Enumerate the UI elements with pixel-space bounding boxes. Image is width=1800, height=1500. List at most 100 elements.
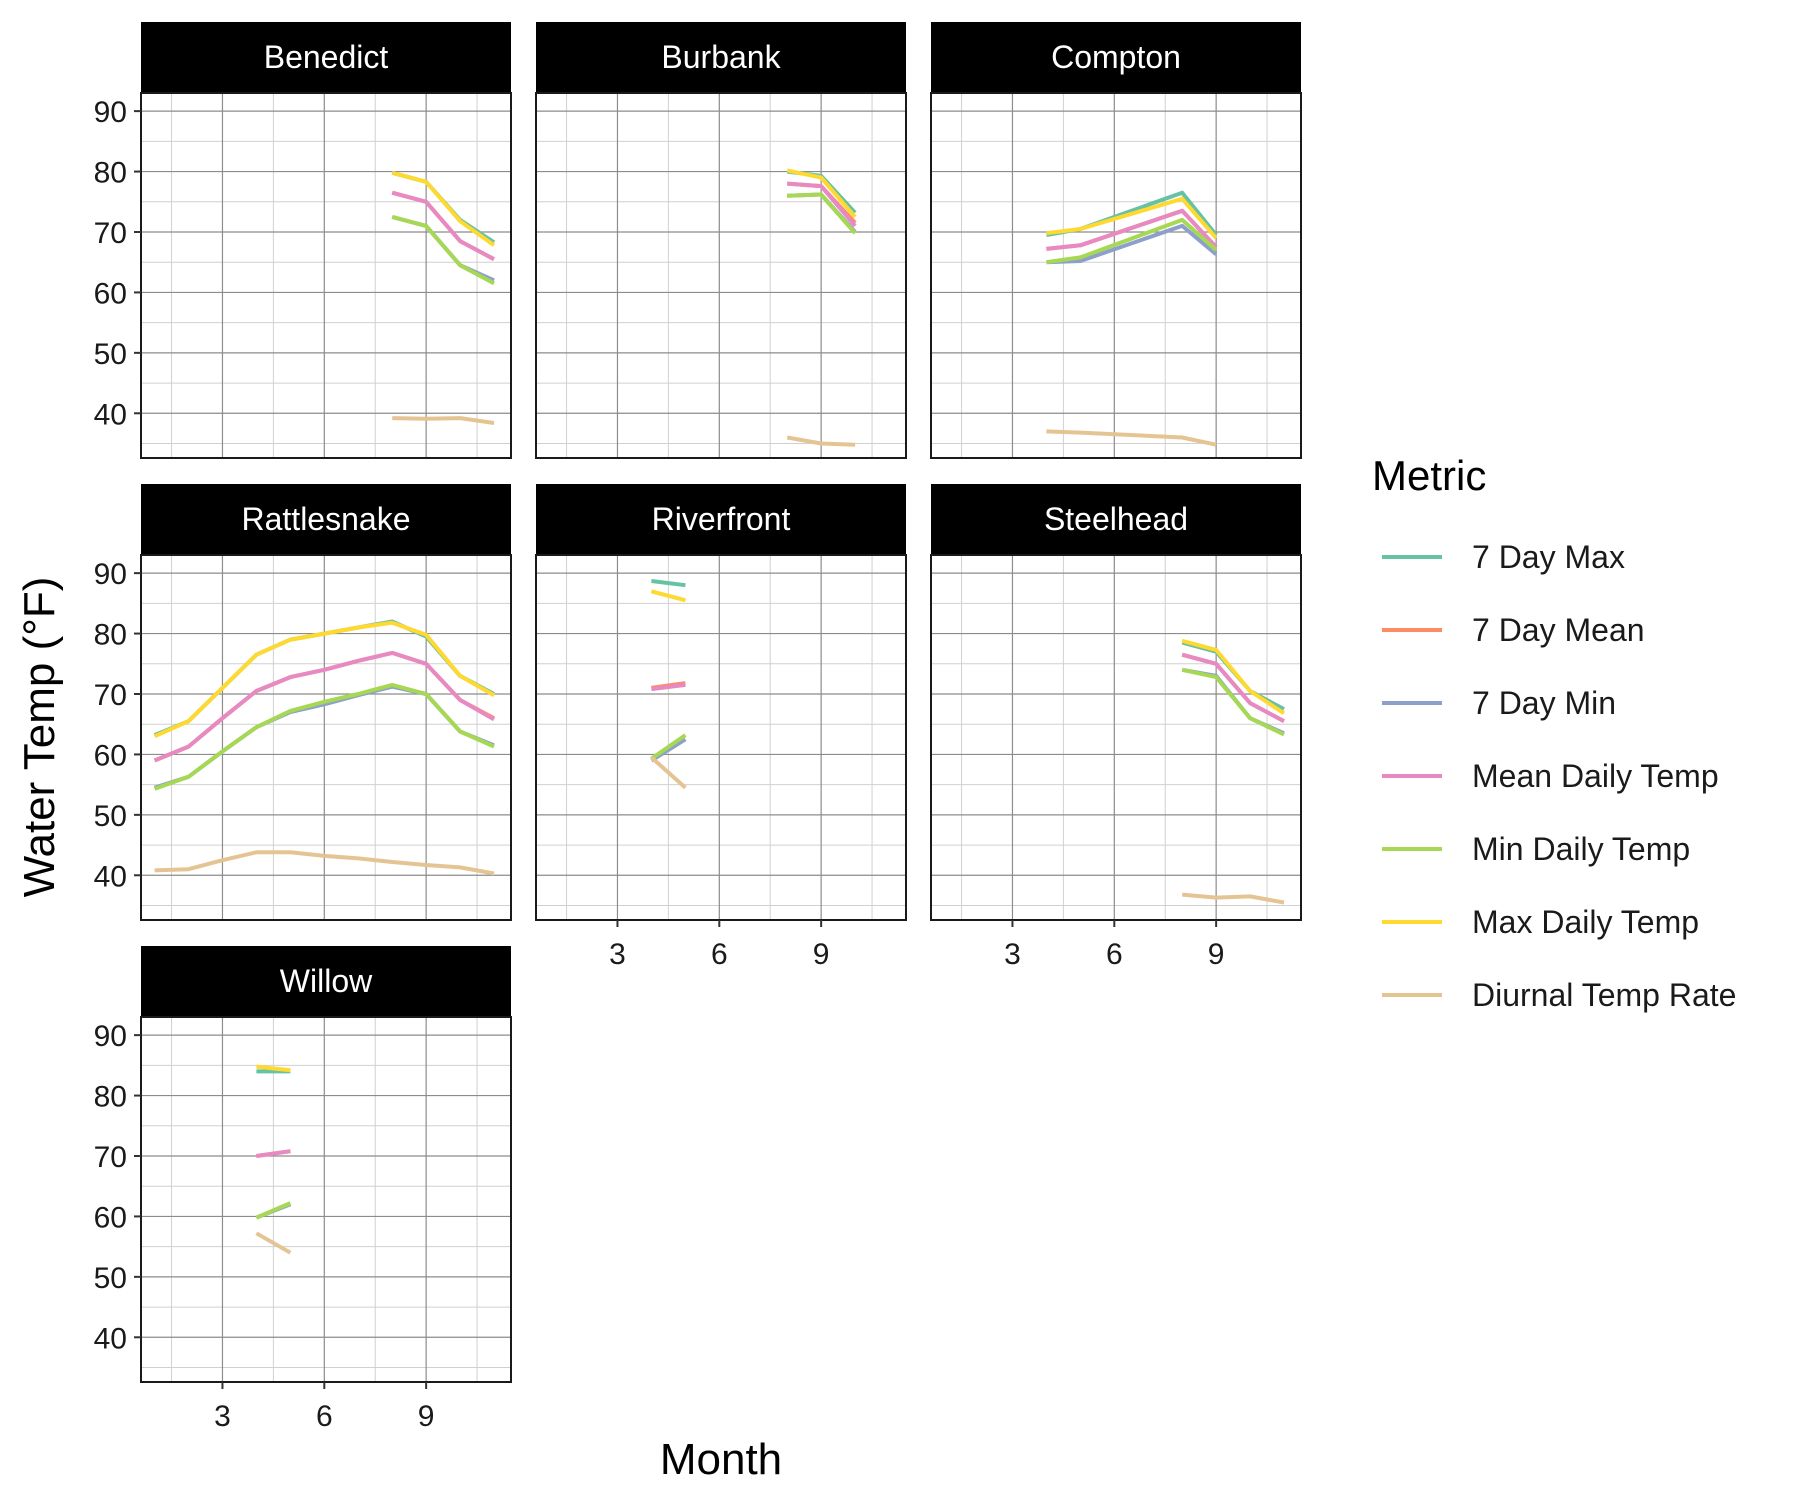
series-line-benedict-min-daily-temp [391, 214, 495, 286]
series-line-rattlesnake-diurnal-temp-rate [154, 850, 495, 876]
strip-label-benedict: Benedict [264, 39, 389, 75]
legend-label: 7 Day Max [1472, 539, 1625, 575]
series-line-compton-mean-daily-temp [1046, 208, 1218, 251]
legend-label: 7 Day Min [1472, 685, 1616, 721]
series-line-riverfront-min-daily-temp [650, 733, 687, 761]
grid-riverfront [536, 555, 906, 920]
y-tick-label: 90 [94, 96, 127, 129]
strip-willow [141, 946, 511, 1017]
y-tick-label: 40 [94, 398, 127, 431]
y-tick-label: 80 [94, 619, 127, 652]
legend-title: Metric [1372, 452, 1486, 499]
legend-item-mean-daily-temp: Mean Daily Temp [1382, 758, 1719, 794]
series-line-steelhead-diurnal-temp-rate [1182, 892, 1285, 905]
series-line-willow-min-daily-temp [255, 1201, 292, 1220]
y-tick-label: 70 [94, 679, 127, 712]
panel-compton: Compton [930, 22, 1302, 459]
strip-compton [931, 22, 1301, 93]
panel-border-rattlesnake [140, 554, 512, 921]
series-line-willow-max-daily-temp [256, 1064, 291, 1073]
legend-item-min-daily-temp: Min Daily Temp [1382, 831, 1690, 867]
legend-label: Min Daily Temp [1472, 831, 1690, 867]
y-tick-label: 50 [94, 1262, 127, 1295]
x-tick-label: 6 [1106, 938, 1123, 971]
panel-benedict: Benedict 40 50 60 70 80 90 [94, 22, 512, 459]
x-tick-label: 3 [214, 1400, 231, 1433]
legend: Metric 7 Day Max 7 Day Mean 7 Day Min Mean … [1372, 452, 1736, 1013]
panel-border-riverfront [535, 554, 907, 921]
series-line-rattlesnake-max-daily-temp [153, 620, 495, 739]
y-tick-label: 70 [94, 217, 127, 250]
legend-label: Max Daily Temp [1472, 904, 1699, 940]
series-line-burbank-diurnal-temp-rate [786, 435, 856, 447]
y-tick-label: 90 [94, 1020, 127, 1053]
series-line-compton-max-daily-temp [1046, 196, 1218, 240]
strip-label-willow: Willow [280, 963, 373, 999]
y-axis-title: Water Temp (°F) [15, 577, 64, 898]
legend-item-max-daily-temp: Max Daily Temp [1382, 904, 1699, 940]
y-tick-label: 60 [94, 1201, 127, 1234]
x-tick-label: 9 [1208, 938, 1225, 971]
panel-willow: Willow 40 50 60 70 80 90 3 6 9 [94, 946, 512, 1433]
x-tick-label: 3 [609, 938, 626, 971]
strip-rattlesnake [141, 484, 511, 555]
y-tick-label: 50 [94, 338, 127, 371]
grid-compton [931, 93, 1301, 458]
y-tick-label: 80 [94, 157, 127, 190]
panel-border-benedict [140, 92, 512, 459]
strip-steelhead [931, 484, 1301, 555]
panel-border-compton [930, 92, 1302, 459]
x-tick-label: 9 [813, 938, 830, 971]
series-line-riverfront-7-day-max [651, 579, 686, 588]
series-line-burbank-max-daily-temp [786, 168, 857, 219]
strip-label-riverfront: Riverfront [652, 501, 791, 537]
facet-panels: Benedict 40 50 60 70 80 90 Burbank Compton Rattle… [94, 22, 1302, 1433]
strip-label-steelhead: Steelhead [1044, 501, 1188, 537]
strip-label-rattlesnake: Rattlesnake [242, 501, 411, 537]
y-tick-label: 50 [94, 800, 127, 833]
strip-riverfront [536, 484, 906, 555]
x-tick-label: 3 [1004, 938, 1021, 971]
series-line-steelhead-min-daily-temp [1181, 667, 1285, 737]
panel-border-willow [140, 1016, 512, 1383]
panel-border-burbank [535, 92, 907, 459]
grid-benedict [141, 93, 511, 458]
panel-burbank: Burbank [535, 22, 907, 459]
strip-label-compton: Compton [1051, 39, 1181, 75]
series-line-benedict-mean-daily-temp [391, 190, 495, 261]
panel-riverfront: Riverfront 3 6 9 [535, 484, 907, 971]
grid-steelhead [931, 555, 1301, 920]
series-line-burbank-min-daily-temp [787, 192, 857, 235]
y-tick-label: 90 [94, 558, 127, 591]
series-line-compton-diurnal-temp-rate [1046, 429, 1217, 447]
strip-burbank [536, 22, 906, 93]
grid-willow [141, 1017, 511, 1382]
y-tick-label: 80 [94, 1081, 127, 1114]
y-tick-label: 60 [94, 739, 127, 772]
panel-steelhead: Steelhead 3 6 9 [930, 484, 1302, 971]
series-line-rattlesnake-mean-daily-temp [153, 650, 495, 763]
series-line-willow-mean-daily-temp [256, 1149, 291, 1158]
x-tick-label: 9 [418, 1400, 435, 1433]
legend-item-7-day-min: 7 Day Min [1382, 685, 1616, 721]
x-tick-label: 6 [711, 938, 728, 971]
series-line-steelhead-mean-daily-temp [1181, 652, 1285, 723]
legend-label: Diurnal Temp Rate [1472, 977, 1736, 1013]
x-tick-label: 6 [316, 1400, 333, 1433]
y-tick-label: 60 [94, 277, 127, 310]
panel-rattlesnake: Rattlesnake 40 50 60 70 80 90 [94, 484, 512, 921]
series-line-steelhead-max-daily-temp [1181, 638, 1286, 715]
series-line-riverfront-max-daily-temp [650, 589, 686, 603]
series-line-compton-min-daily-temp [1046, 217, 1218, 265]
strip-benedict [141, 22, 511, 93]
legend-item-7-day-mean: 7 Day Mean [1382, 612, 1645, 648]
x-axis-title: Month [660, 1435, 782, 1484]
panel-border-steelhead [930, 554, 1302, 921]
legend-item-diurnal-temp-rate: Diurnal Temp Rate [1382, 977, 1736, 1013]
series-line-riverfront-diurnal-temp-rate [650, 755, 687, 790]
series-line-burbank-mean-daily-temp [787, 181, 857, 228]
series-line-rattlesnake-min-daily-temp [153, 682, 495, 791]
legend-label: Mean Daily Temp [1472, 758, 1719, 794]
